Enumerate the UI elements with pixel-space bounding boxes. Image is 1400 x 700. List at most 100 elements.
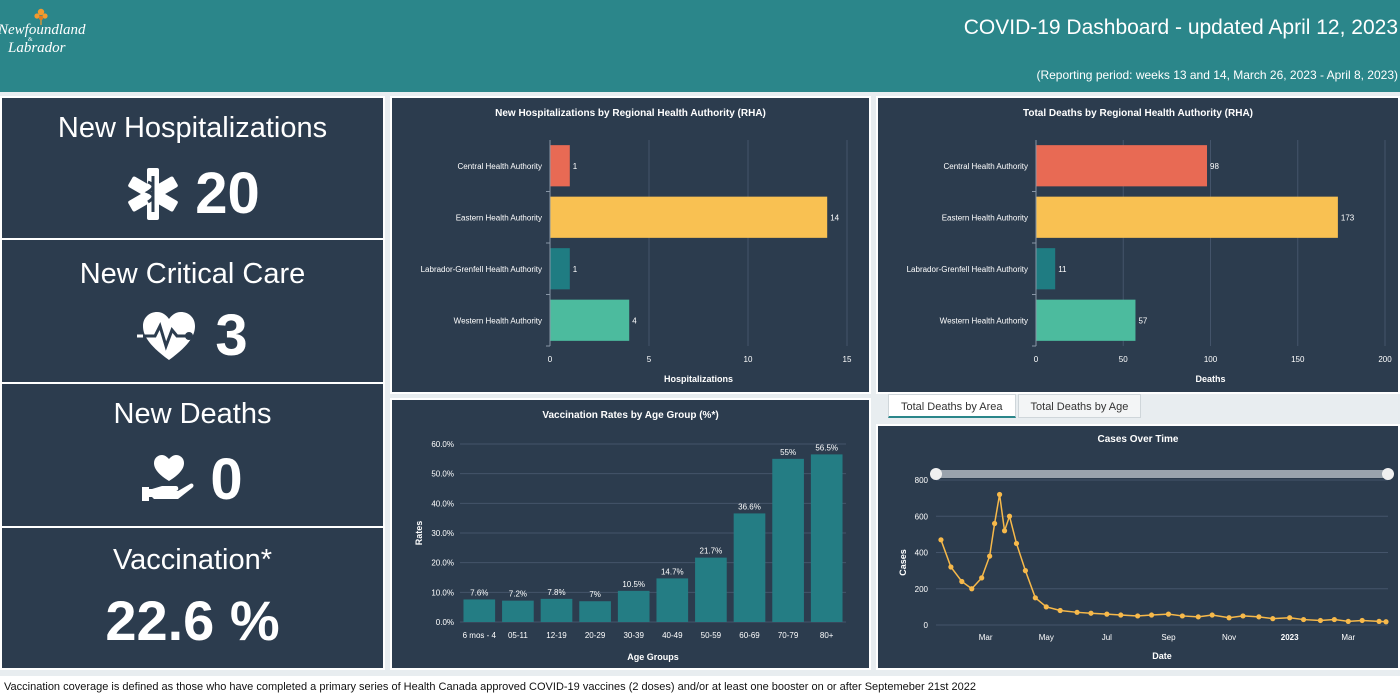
x-category-label: 40-49 bbox=[662, 631, 683, 640]
data-point bbox=[1013, 540, 1020, 547]
x-category-label: 6 mos - 4 bbox=[463, 631, 497, 640]
y-category-label: Central Health Authority bbox=[458, 162, 543, 171]
data-point bbox=[1074, 609, 1080, 615]
bar bbox=[550, 248, 570, 290]
kpi-critical-care-panel: New Critical Care 3 bbox=[0, 238, 385, 384]
x-axis-title: Age Groups bbox=[627, 652, 679, 662]
y-axis-title: Cases bbox=[898, 549, 908, 576]
y-category-label: Eastern Health Authority bbox=[942, 213, 1028, 222]
data-label: 173 bbox=[1341, 213, 1355, 222]
data-label: 7.2% bbox=[509, 590, 527, 599]
cases-over-time-chart: Cases Over Time 0 200 400 600 800 Mar May Jul Se… bbox=[876, 424, 1400, 670]
x-category-label: 20-29 bbox=[585, 631, 606, 640]
y-category-label: Central Health Authority bbox=[944, 162, 1029, 171]
y-tick-label: 200 bbox=[915, 585, 929, 594]
kpi-hospitalizations-panel: New Hospitalizations 20 bbox=[0, 96, 385, 240]
data-label: 1 bbox=[573, 265, 578, 274]
bar bbox=[540, 598, 573, 622]
y-category-label: Western Health Authority bbox=[940, 316, 1028, 325]
y-tick-label: 600 bbox=[915, 512, 929, 521]
kpi-deaths-panel: New Deaths 0 bbox=[0, 382, 385, 528]
medical-star-icon bbox=[128, 167, 179, 220]
data-point bbox=[1317, 617, 1324, 624]
data-label: 98 bbox=[1210, 162, 1219, 171]
kpi-critical-care-label: New Critical Care bbox=[79, 258, 306, 290]
tab-total-deaths-by-age[interactable]: Total Deaths by Age bbox=[1017, 394, 1142, 418]
data-label: 14.7% bbox=[661, 567, 684, 576]
data-point bbox=[959, 578, 965, 585]
data-label: 7.8% bbox=[547, 588, 565, 597]
chart-title: Cases Over Time bbox=[1097, 434, 1179, 445]
data-label: 36.6% bbox=[738, 502, 761, 511]
data-point bbox=[1165, 611, 1172, 617]
data-point bbox=[969, 586, 975, 592]
data-label: 4 bbox=[632, 316, 637, 325]
deaths-by-rha-chart: Total Deaths by Regional Health Authorit… bbox=[876, 96, 1400, 394]
data-point bbox=[1104, 611, 1110, 617]
data-point bbox=[938, 537, 944, 543]
kpi-vaccination-label: Vaccination* bbox=[112, 544, 273, 576]
x-category-label: 05-11 bbox=[508, 631, 528, 640]
y-tick-label: 40.0% bbox=[431, 499, 454, 508]
x-tick-label: Mar bbox=[979, 633, 993, 642]
tab-total-deaths-by-area[interactable]: Total Deaths by Area bbox=[888, 394, 1016, 418]
logo-ampersand: & bbox=[28, 37, 33, 43]
x-tick-label: Sep bbox=[1161, 633, 1176, 642]
vaccination-by-age-chart: Vaccination Rates by Age Group (%*) 0.0%… bbox=[390, 398, 871, 670]
bar bbox=[550, 299, 630, 341]
data-point bbox=[948, 564, 954, 570]
chart-title: New Hospitalizations by Regional Health … bbox=[495, 108, 766, 119]
hospitalizations-by-rha-chart: New Hospitalizations by Regional Health … bbox=[390, 96, 871, 394]
x-tick-label: 5 bbox=[647, 355, 652, 364]
reporting-period: (Reporting period: weeks 13 and 14, Marc… bbox=[1036, 68, 1398, 82]
x-tick-label: Mar bbox=[1341, 633, 1355, 642]
y-category-label: Labrador-Grenfell Health Authority bbox=[421, 265, 542, 274]
kpi-vaccination-value: 22.6 % bbox=[105, 589, 280, 652]
data-point bbox=[1057, 607, 1063, 614]
data-point bbox=[1043, 604, 1049, 610]
data-point bbox=[987, 553, 993, 559]
y-tick-label: 800 bbox=[915, 476, 929, 485]
data-label: 7.6% bbox=[470, 588, 488, 597]
x-category-label: 30-39 bbox=[623, 631, 644, 640]
y-tick-label: 20.0% bbox=[431, 559, 454, 568]
x-axis-title: Hospitalizations bbox=[664, 374, 733, 384]
bar bbox=[579, 601, 611, 622]
kpi-hospitalizations-row: 20 bbox=[2, 160, 383, 227]
data-point bbox=[1383, 619, 1389, 625]
bar bbox=[695, 557, 727, 622]
bar bbox=[1036, 145, 1208, 187]
data-point bbox=[1287, 615, 1293, 621]
x-tick-label: Jul bbox=[1102, 633, 1112, 642]
heart-in-hand-icon bbox=[142, 454, 194, 501]
x-tick-label: 2023 bbox=[1281, 633, 1299, 642]
y-category-label: Eastern Health Authority bbox=[456, 213, 542, 222]
logo-text-newfoundland: Newfoundland bbox=[0, 22, 86, 38]
data-point bbox=[1022, 568, 1029, 574]
x-category-label: 12-19 bbox=[546, 631, 567, 640]
kpi-vaccination-panel: Vaccination* 22.6 % bbox=[0, 526, 385, 670]
y-tick-label: 0 bbox=[924, 621, 929, 630]
deaths-tabs: Total Deaths by Area Total Deaths by Age bbox=[888, 394, 1142, 420]
data-point bbox=[1195, 614, 1201, 620]
heartbeat-icon bbox=[137, 311, 196, 360]
x-category-label: 70-79 bbox=[778, 631, 799, 640]
series-line bbox=[940, 494, 1387, 623]
dashboard-header: Newfoundland & Labrador COVID-19 Dashboa… bbox=[0, 0, 1400, 92]
data-point bbox=[1359, 617, 1365, 624]
y-tick-label: 30.0% bbox=[431, 529, 454, 538]
bar bbox=[1036, 299, 1136, 341]
x-tick-label: Nov bbox=[1222, 633, 1236, 642]
chart-title: Vaccination Rates by Age Group (%*) bbox=[542, 410, 719, 421]
kpi-hospitalizations-label: New Hospitalizations bbox=[57, 112, 328, 144]
bar bbox=[656, 578, 689, 622]
data-point bbox=[1226, 615, 1232, 621]
bar bbox=[617, 590, 650, 622]
data-point bbox=[1256, 614, 1262, 620]
y-category-label: Western Health Authority bbox=[454, 316, 542, 325]
range-slider-handle-right bbox=[1382, 468, 1394, 480]
bar bbox=[1036, 196, 1338, 238]
kpi-critical-care-row: 3 bbox=[2, 302, 383, 369]
kpi-critical-care-value: 3 bbox=[215, 303, 248, 368]
data-point bbox=[992, 520, 998, 527]
